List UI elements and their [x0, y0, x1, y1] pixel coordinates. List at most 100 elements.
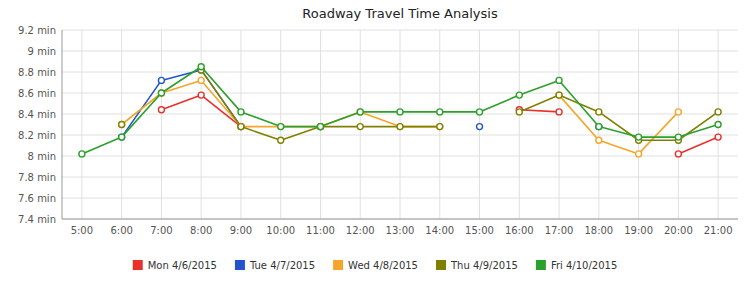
legend-swatch: [536, 260, 546, 270]
point: [278, 124, 284, 130]
y-tick-label: 8.8 min: [18, 67, 56, 78]
x-grid-line: [161, 30, 162, 219]
point: [317, 124, 323, 130]
x-axis-line: [62, 219, 738, 220]
legend-item: Mon 4/6/2015: [133, 260, 217, 271]
point: [596, 109, 602, 115]
series-line: [122, 80, 679, 153]
legend-item: Thu 4/9/2015: [436, 260, 518, 271]
point: [238, 124, 244, 130]
x-grid-line: [678, 30, 679, 219]
point: [397, 124, 403, 130]
x-tick-label: 7:00: [150, 225, 172, 236]
point: [556, 77, 562, 83]
legend-swatch: [235, 260, 245, 270]
point: [158, 90, 164, 96]
point: [198, 77, 204, 83]
plot-area: [79, 64, 721, 157]
legend-label: Fri 4/10/2015: [551, 260, 617, 271]
x-tick-label: 15:00: [465, 225, 494, 236]
point: [238, 124, 244, 130]
y-tick-label: 8.4 min: [18, 109, 56, 120]
point: [79, 151, 85, 157]
axes: 7.4 min7.6 min7.8 min8 min8.2 min8.4 min…: [18, 25, 738, 237]
y-tick-label: 7.4 min: [18, 214, 56, 225]
point: [317, 124, 323, 130]
x-tick-label: 6:00: [110, 225, 132, 236]
x-tick-label: 20:00: [664, 225, 693, 236]
x-tick-label: 16:00: [505, 225, 534, 236]
y-tick-label: 7.6 min: [18, 193, 56, 204]
legend-label: Thu 4/9/2015: [450, 260, 518, 271]
point: [477, 109, 483, 115]
x-tick-label: 18:00: [584, 225, 613, 236]
x-tick-label: 10:00: [266, 225, 295, 236]
point: [636, 151, 642, 157]
point: [596, 137, 602, 143]
y-axis-line: [62, 30, 63, 219]
point: [397, 109, 403, 115]
legend-item: Tue 4/7/2015: [235, 260, 315, 271]
y-grid-line: [62, 219, 738, 220]
chart: Roadway Travel Time Analysis 7.4 min 7.6 m…: [0, 0, 750, 281]
grid: [62, 30, 738, 219]
point: [437, 109, 443, 115]
point: [715, 109, 721, 115]
x-grid-line: [201, 30, 202, 219]
x-grid-line: [559, 30, 560, 219]
point: [437, 124, 443, 130]
point: [119, 122, 125, 128]
x-tick-label: 19:00: [624, 225, 653, 236]
point: [238, 124, 244, 130]
point: [158, 107, 164, 113]
series-line: [122, 70, 599, 137]
x-tick-label: 17:00: [545, 225, 574, 236]
point: [357, 109, 363, 115]
x-grid-line: [81, 30, 82, 219]
point: [119, 134, 125, 140]
x-tick-label: 11:00: [306, 225, 335, 236]
point: [675, 109, 681, 115]
point: [119, 122, 125, 128]
point: [357, 124, 363, 130]
point: [477, 124, 483, 130]
point: [516, 92, 522, 98]
x-tick-label: 9:00: [230, 225, 252, 236]
point: [715, 134, 721, 140]
x-tick-label: 13:00: [386, 225, 415, 236]
title: Roadway Travel Time Analysis: [302, 6, 498, 21]
point: [675, 151, 681, 157]
x-tick-label: 8:00: [190, 225, 212, 236]
y-tick-label: 9.2 min: [18, 25, 56, 36]
series-line: [161, 95, 718, 154]
point: [596, 124, 602, 130]
x-tick-label: 12:00: [346, 225, 375, 236]
point: [437, 124, 443, 130]
point: [556, 92, 562, 98]
series-line: [82, 67, 718, 154]
point: [317, 124, 323, 130]
series-line: [201, 70, 718, 140]
x-tick-label: 5:00: [71, 225, 93, 236]
point: [278, 137, 284, 143]
y-tick-label: 8.2 min: [18, 130, 56, 141]
legend-item: Wed 4/8/2015: [333, 260, 418, 271]
x-tick-label: 21:00: [704, 225, 733, 236]
y-tick-label: 8 min: [28, 151, 56, 162]
point: [715, 122, 721, 128]
point: [317, 124, 323, 130]
x-grid-line: [519, 30, 520, 219]
y-tick-label: 9 min: [28, 46, 56, 57]
point: [198, 92, 204, 98]
legend-label: Mon 4/6/2015: [148, 260, 217, 271]
legend: Mon 4/6/2015 Tue 4/7/2015 Wed 4/8/2015 Thu …: [133, 260, 618, 271]
legend-swatch: [133, 260, 143, 270]
legend-swatch: [436, 260, 446, 270]
legend-item: Fri 4/10/2015: [536, 260, 617, 271]
point: [317, 124, 323, 130]
point: [636, 134, 642, 140]
x-tick-label: 14:00: [425, 225, 454, 236]
point: [158, 77, 164, 83]
point: [397, 124, 403, 130]
point: [357, 109, 363, 115]
